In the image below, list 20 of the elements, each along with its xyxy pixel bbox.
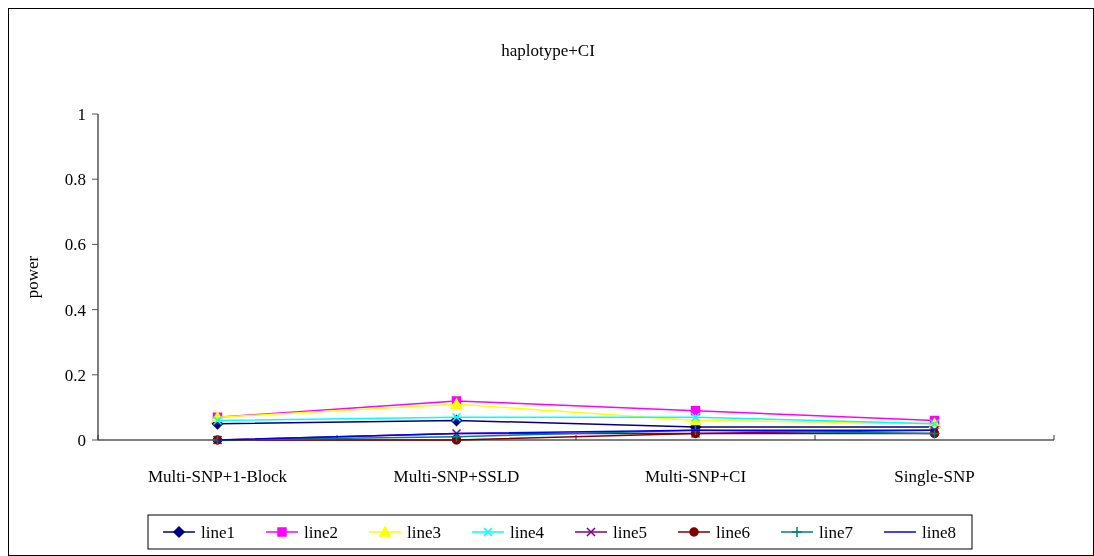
x-tick-label: Multi-SNP+SSLD xyxy=(393,467,520,486)
legend-label: line2 xyxy=(304,522,338,542)
x-tick-label: Multi-SNP+1-Block xyxy=(148,467,288,486)
y-tick-label: 1 xyxy=(77,104,86,124)
legend-label: line8 xyxy=(922,522,956,542)
legend-label: line5 xyxy=(613,522,647,542)
y-axis-title: power xyxy=(23,255,42,299)
chart-title: haplotype+CI xyxy=(501,41,596,60)
legend-label: line4 xyxy=(510,522,545,542)
legend-label: line3 xyxy=(407,522,441,542)
y-tick-label: 0 xyxy=(77,430,86,450)
legend-label: line6 xyxy=(716,522,750,542)
y-tick-label: 0.8 xyxy=(64,170,86,190)
x-tick-label: Multi-SNP+CI xyxy=(644,467,747,486)
y-tick-label: 0.4 xyxy=(64,300,87,320)
y-tick-label: 0.6 xyxy=(64,235,86,255)
legend-label: line1 xyxy=(201,522,235,542)
y-tick-label: 0.2 xyxy=(64,365,86,385)
legend-label: line7 xyxy=(819,522,854,542)
x-tick-label: Single-SNP xyxy=(894,467,975,486)
